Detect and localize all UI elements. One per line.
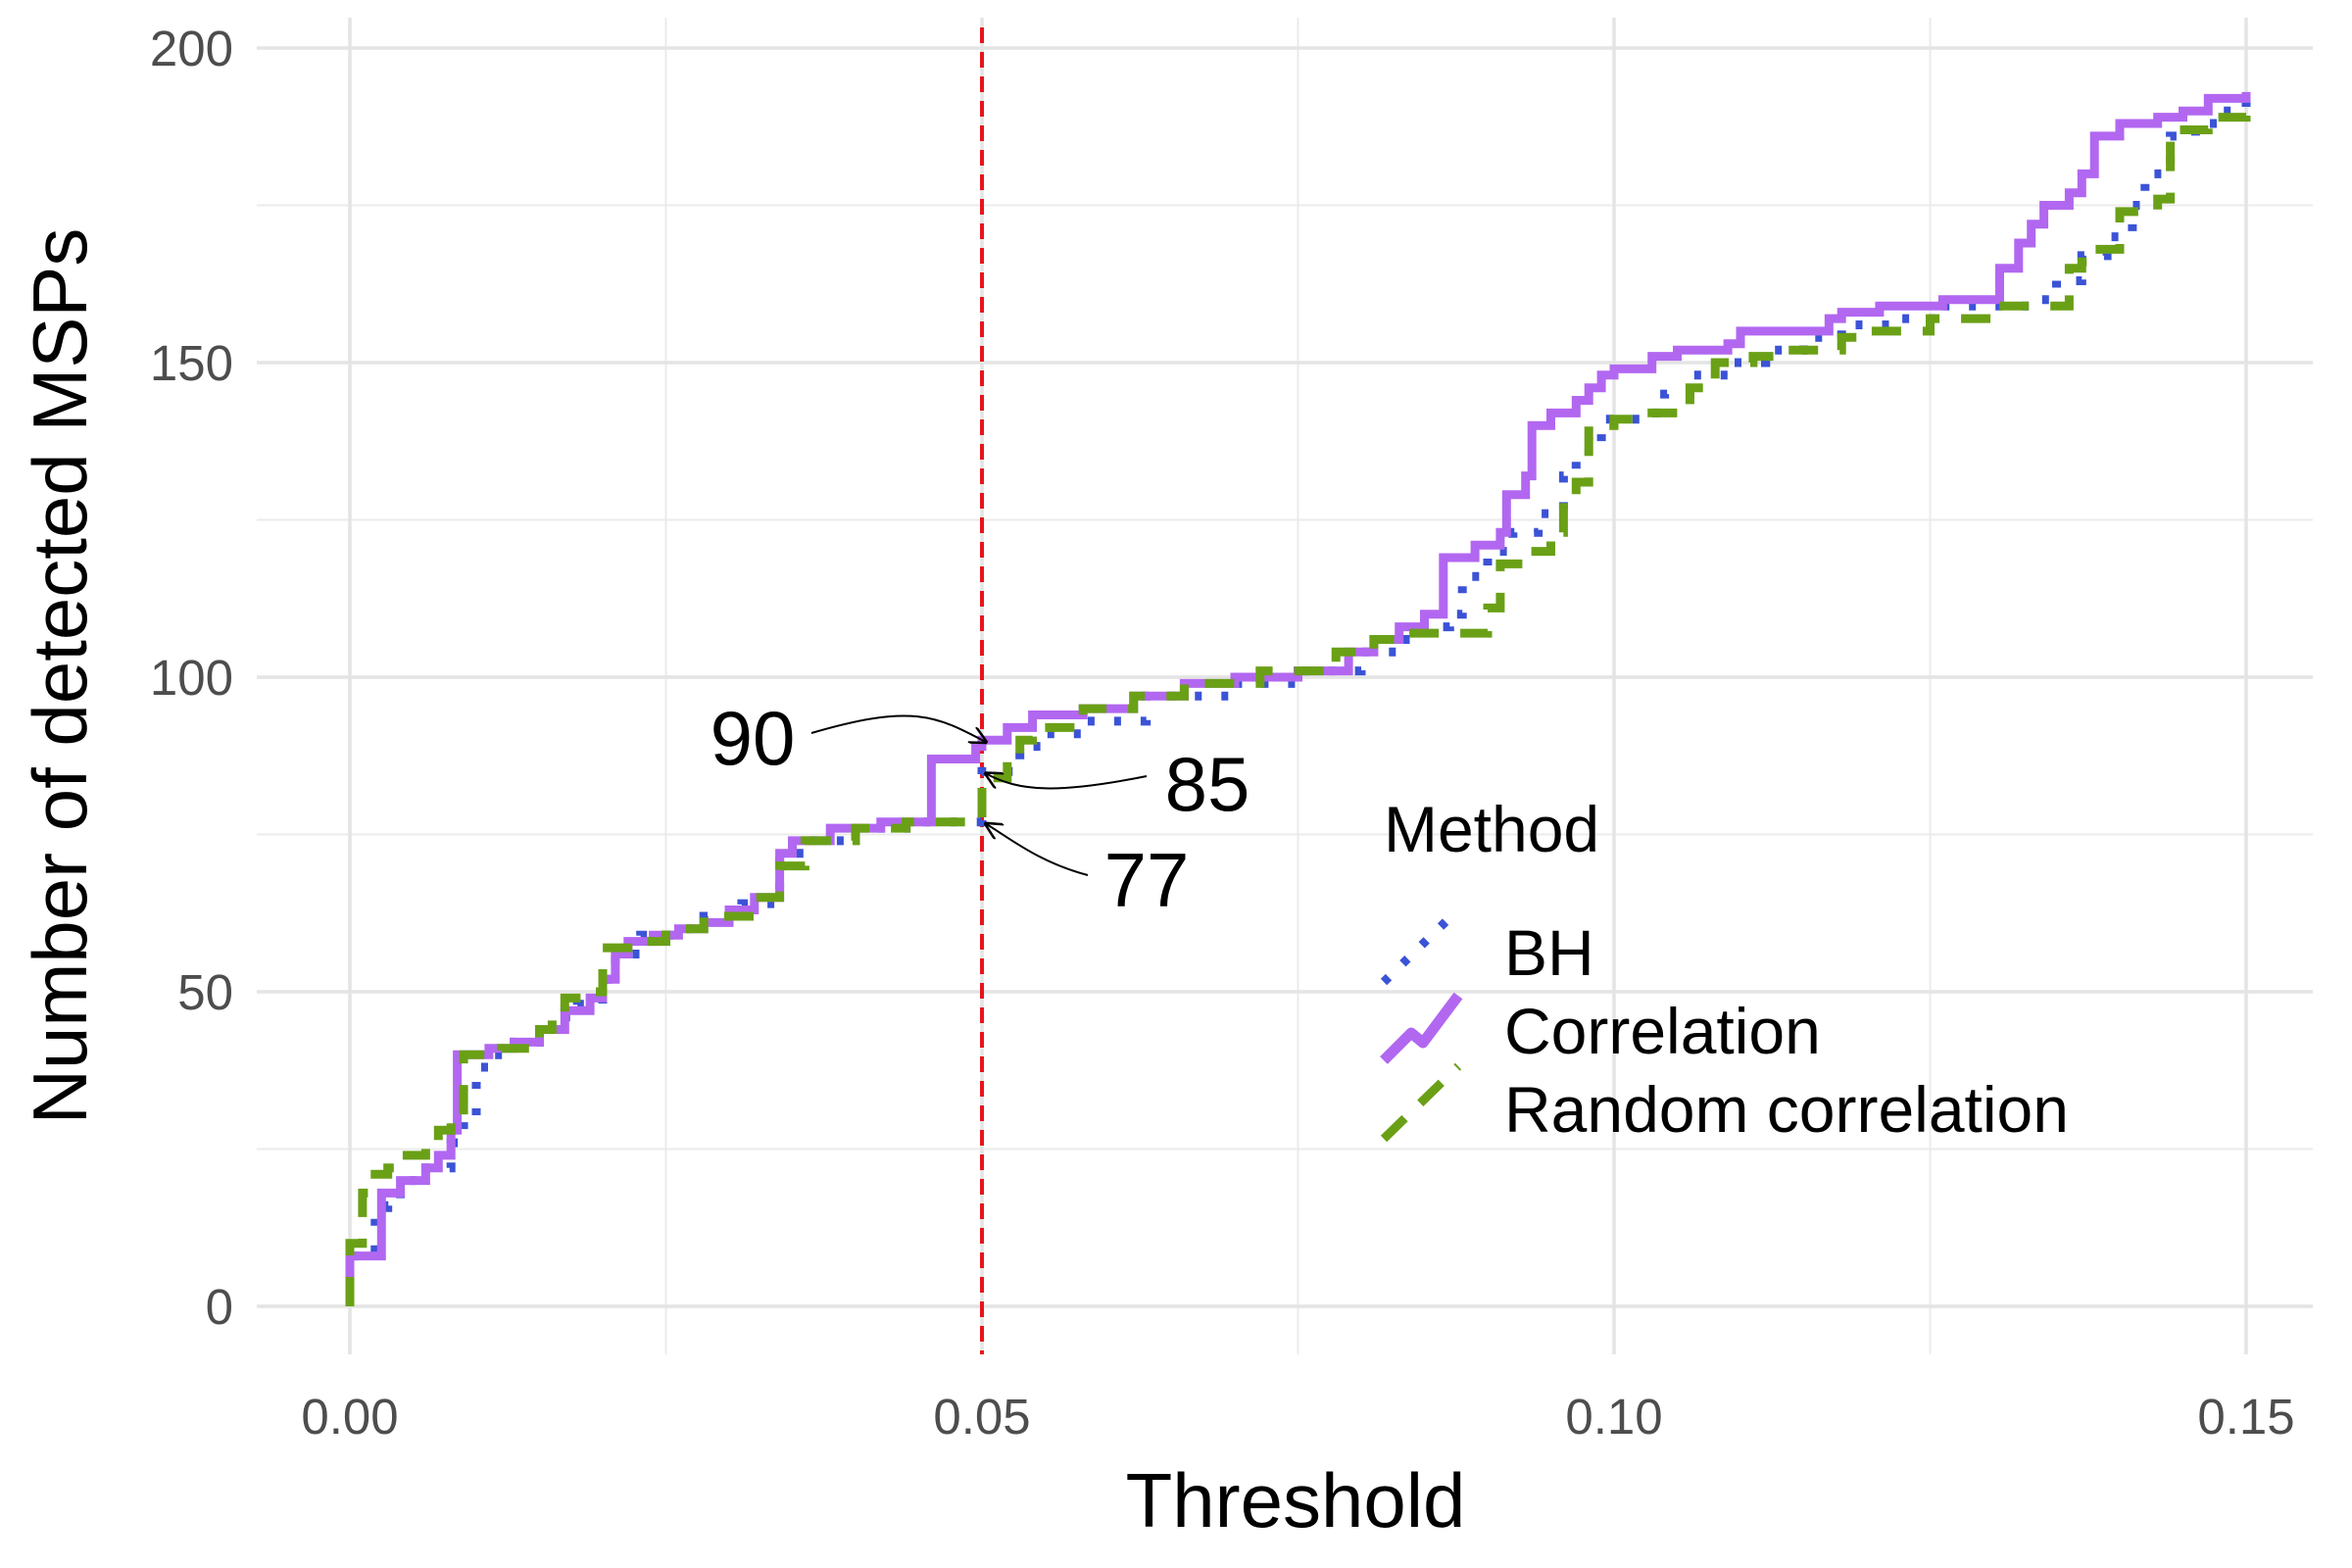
legend-item-random-correlation: Random correlation — [1380, 1062, 2069, 1146]
legend-title: Method — [1384, 793, 1599, 865]
x-axis-ticks: 0.00 0.05 0.10 0.15 — [301, 1389, 2294, 1445]
x-tick-label: 0.05 — [933, 1389, 1030, 1445]
legend-label: Correlation — [1504, 995, 1821, 1067]
x-axis-title: Threshold — [1126, 1457, 1466, 1544]
y-tick-label: 150 — [150, 335, 233, 391]
annotation-label: 90 — [710, 695, 796, 781]
x-tick-label: 0.00 — [301, 1389, 398, 1445]
y-tick-label: 100 — [150, 650, 233, 706]
legend-item-correlation: Correlation — [1380, 992, 1821, 1067]
series-line-random-correlation — [345, 104, 2251, 1306]
y-axis-title: Number of detected MSPs — [17, 228, 103, 1125]
legend-label: BH — [1504, 916, 1594, 989]
annotation-arrow — [986, 824, 1089, 876]
x-tick-label: 0.15 — [2197, 1389, 2294, 1445]
annotation-arrow — [986, 773, 1148, 790]
y-tick-label: 50 — [177, 964, 233, 1020]
legend-key-line — [1380, 1062, 1462, 1143]
y-tick-label: 200 — [150, 21, 233, 76]
minor-gridlines — [257, 18, 2313, 1354]
annotation-arrow — [810, 714, 986, 742]
legend-label: Random correlation — [1504, 1073, 2069, 1146]
annotation-label: 77 — [1104, 837, 1190, 923]
series-layer — [345, 91, 2251, 1306]
legend-item-bh: BH — [1380, 906, 1594, 989]
legend-key-line — [1380, 992, 1463, 1064]
x-tick-label: 0.10 — [1565, 1389, 1662, 1445]
y-tick-label: 0 — [206, 1279, 233, 1335]
annotation-label: 85 — [1165, 741, 1250, 827]
y-axis-ticks: 0 50 100 150 200 — [150, 21, 233, 1335]
annotation-layer: 90 85 77 — [710, 695, 1250, 923]
